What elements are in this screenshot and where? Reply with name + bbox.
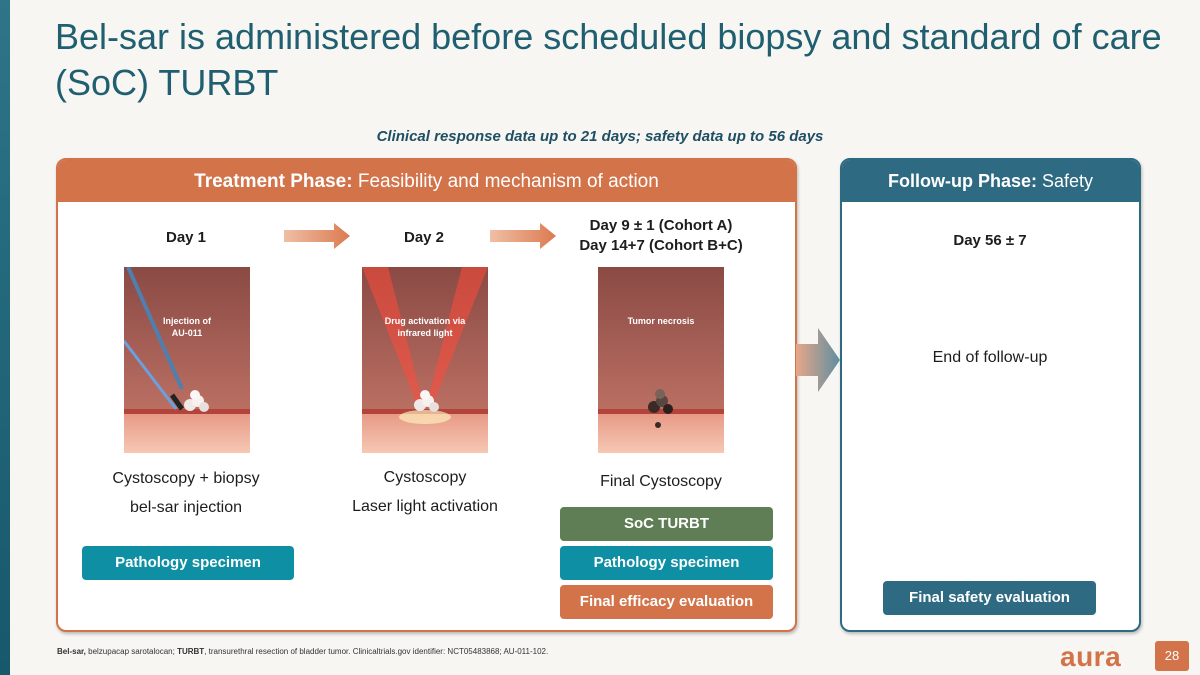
end-of-follow-up-text: End of follow-up: [932, 349, 1048, 366]
day-56-label: Day 56 ± 7: [953, 232, 1027, 249]
slide-subtitle: Clinical response data up to 21 days; sa…: [376, 128, 824, 145]
followup-phase-panel: Follow-up Phase: Safety: [840, 158, 1141, 632]
footnote-definition-turbt: , transurethral resection of bladder tum…: [204, 647, 549, 656]
day-final-cohort-bc: Day 14+7 (Cohort B+C): [579, 237, 743, 254]
step-2-subcaption: Laser light activation: [352, 498, 498, 515]
injection-illustration: Injection of AU-011: [124, 267, 250, 453]
step-2-caption: Cystoscopy: [383, 469, 467, 486]
treatment-header-description: Feasibility and mechanism of action: [352, 171, 659, 192]
followup-header-label: Follow-up Phase:: [887, 171, 1037, 191]
day-final-cohort-a: Day 9 ± 1 (Cohort A): [589, 217, 733, 234]
infrared-caption-line-2: infrared light: [397, 328, 453, 338]
slide-title: Bel-sar is administered before scheduled…: [55, 16, 1162, 103]
injection-caption-line-1: Injection of: [163, 316, 211, 326]
arrow-right-icon: [490, 223, 556, 249]
phase-transition-arrow-icon: [796, 328, 840, 392]
day-2-label: Day 2: [403, 229, 445, 246]
step-1-subcaption: bel-sar injection: [129, 499, 243, 516]
final-safety-evaluation-badge: Final safety evaluation: [883, 581, 1096, 615]
footnote: Bel-sar, belzupacap sarotalocan; TURBT, …: [57, 647, 548, 656]
injection-caption-line-2: AU-011: [171, 328, 203, 338]
treatment-phase-header: Treatment Phase: Feasibility and mechani…: [58, 160, 795, 202]
soc-turbt-badge: SoC TURBT: [560, 507, 773, 541]
step-1-caption: Cystoscopy + biopsy: [112, 470, 260, 487]
page-number: 28: [1155, 641, 1189, 671]
tumor-necrosis-illustration: Tumor necrosis: [598, 267, 724, 453]
injection-caption: Injection of AU-011: [124, 315, 250, 339]
footnote-term-bel-sar: Bel-sar,: [57, 647, 86, 656]
left-accent-bar: [0, 0, 10, 675]
arrow-right-icon: [284, 223, 350, 249]
infrared-caption-line-1: Drug activation via: [384, 316, 466, 326]
necrosis-caption: Tumor necrosis: [627, 316, 695, 326]
final-efficacy-evaluation-badge: Final efficacy evaluation: [560, 585, 773, 619]
footnote-definition-bel-sar: belzupacap sarotalocan;: [85, 647, 178, 656]
treatment-header-label: Treatment Phase:: [194, 171, 353, 192]
infrared-caption: Drug activation via infrared light: [362, 315, 488, 339]
pathology-specimen-final-badge: Pathology specimen: [560, 546, 773, 580]
footnote-term-turbt: TURBT: [177, 647, 205, 656]
followup-phase-header: Follow-up Phase: Safety: [842, 160, 1139, 202]
infrared-activation-illustration: Drug activation via infrared light: [362, 267, 488, 453]
aura-logo: aura: [1060, 641, 1122, 672]
step-3-caption: Final Cystoscopy: [600, 473, 722, 490]
pathology-specimen-badge: Pathology specimen: [82, 546, 294, 580]
day-1-label: Day 1: [165, 229, 207, 246]
followup-header-description: Safety: [1036, 171, 1094, 191]
day-final-label: Day 9 ± 1 (Cohort A) Day 14+7 (Cohort B+…: [556, 216, 766, 256]
